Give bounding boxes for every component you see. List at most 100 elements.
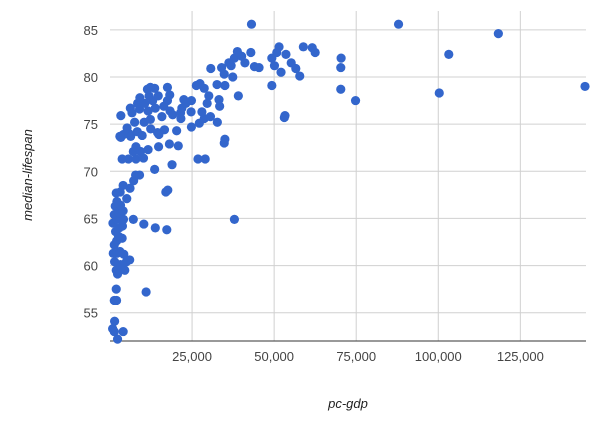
data-point bbox=[154, 129, 164, 140]
data-point bbox=[186, 95, 197, 106]
data-point bbox=[153, 91, 163, 101]
data-point bbox=[580, 81, 590, 92]
data-point bbox=[233, 91, 243, 101]
data-point bbox=[126, 131, 136, 141]
data-point bbox=[246, 19, 257, 29]
data-point bbox=[123, 154, 133, 164]
data-point bbox=[176, 113, 186, 124]
data-point bbox=[336, 53, 346, 63]
data-point bbox=[202, 98, 212, 108]
data-point bbox=[173, 141, 183, 151]
data-point bbox=[186, 122, 197, 132]
data-point bbox=[162, 82, 173, 92]
data-point bbox=[307, 43, 317, 53]
data-point bbox=[165, 106, 175, 116]
data-point bbox=[217, 62, 227, 73]
data-point bbox=[206, 63, 216, 74]
data-point bbox=[212, 79, 222, 90]
data-point bbox=[125, 255, 135, 265]
data-point bbox=[145, 114, 155, 125]
data-point bbox=[143, 106, 153, 116]
data-point bbox=[205, 112, 216, 122]
data-point bbox=[135, 93, 145, 103]
y-tick-label: 80 bbox=[84, 70, 98, 85]
data-point bbox=[128, 214, 138, 224]
data-point bbox=[118, 214, 129, 224]
data-point bbox=[118, 180, 128, 191]
gridlines bbox=[110, 11, 586, 342]
data-point bbox=[254, 62, 264, 73]
data-point bbox=[137, 130, 147, 141]
data-point bbox=[145, 82, 155, 92]
data-point bbox=[141, 287, 151, 297]
x-tick-label: 100,000 bbox=[415, 349, 462, 364]
y-axis-title: median-lifespan bbox=[20, 129, 35, 221]
data-point bbox=[116, 111, 126, 121]
data-point bbox=[393, 19, 404, 29]
data-point bbox=[274, 42, 284, 52]
data-point bbox=[295, 71, 305, 81]
axis-labels: 55 60 65 70 75 80 85 25,000 50,000 75,000 100,000 1… bbox=[84, 23, 544, 364]
data-point bbox=[146, 124, 156, 134]
data-point bbox=[122, 123, 132, 133]
data-point bbox=[150, 223, 160, 233]
data-point bbox=[143, 145, 153, 155]
y-tick-label: 75 bbox=[84, 117, 98, 132]
data-point bbox=[125, 103, 135, 113]
data-point bbox=[224, 58, 234, 68]
data-point bbox=[267, 80, 277, 91]
data-point bbox=[336, 62, 346, 73]
data-point bbox=[109, 316, 120, 326]
data-point bbox=[286, 58, 296, 68]
data-points bbox=[108, 19, 590, 344]
data-point bbox=[131, 154, 141, 164]
data-point bbox=[111, 284, 121, 294]
data-point bbox=[204, 91, 214, 101]
x-tick-label: 25,000 bbox=[172, 349, 212, 364]
data-point bbox=[112, 334, 123, 344]
y-tick-label: 55 bbox=[84, 306, 98, 321]
y-tick-label: 70 bbox=[84, 164, 98, 179]
data-point bbox=[163, 185, 173, 195]
data-point bbox=[150, 164, 160, 174]
data-point bbox=[134, 170, 145, 180]
data-point bbox=[269, 61, 280, 71]
data-point bbox=[229, 214, 240, 224]
data-point bbox=[276, 67, 286, 77]
data-point bbox=[212, 117, 222, 127]
data-point bbox=[214, 95, 224, 105]
data-point bbox=[111, 295, 122, 306]
data-point bbox=[193, 154, 203, 164]
data-point bbox=[281, 49, 291, 59]
data-point bbox=[122, 194, 132, 204]
data-point bbox=[125, 183, 135, 193]
data-point bbox=[164, 139, 175, 149]
data-point bbox=[220, 134, 230, 144]
y-tick-label: 65 bbox=[84, 211, 98, 226]
data-point bbox=[131, 142, 141, 152]
x-tick-label: 125,000 bbox=[497, 349, 544, 364]
data-point bbox=[444, 49, 454, 59]
data-point bbox=[112, 196, 122, 207]
data-point bbox=[162, 225, 172, 235]
data-point bbox=[153, 142, 164, 152]
y-tick-label: 60 bbox=[84, 259, 98, 274]
data-point bbox=[215, 101, 225, 111]
data-point bbox=[232, 46, 242, 57]
data-point bbox=[267, 53, 277, 63]
data-point bbox=[118, 326, 128, 337]
y-tick-label: 85 bbox=[84, 23, 98, 38]
data-point bbox=[280, 111, 290, 121]
data-point bbox=[350, 95, 361, 106]
data-point bbox=[228, 72, 238, 82]
data-point bbox=[336, 84, 346, 94]
data-point bbox=[139, 219, 149, 229]
data-point bbox=[298, 42, 308, 52]
x-axis-title: pc-gdp bbox=[327, 396, 368, 411]
data-point bbox=[172, 126, 182, 136]
data-point bbox=[179, 95, 189, 105]
data-point bbox=[186, 107, 196, 117]
data-point bbox=[109, 326, 119, 337]
